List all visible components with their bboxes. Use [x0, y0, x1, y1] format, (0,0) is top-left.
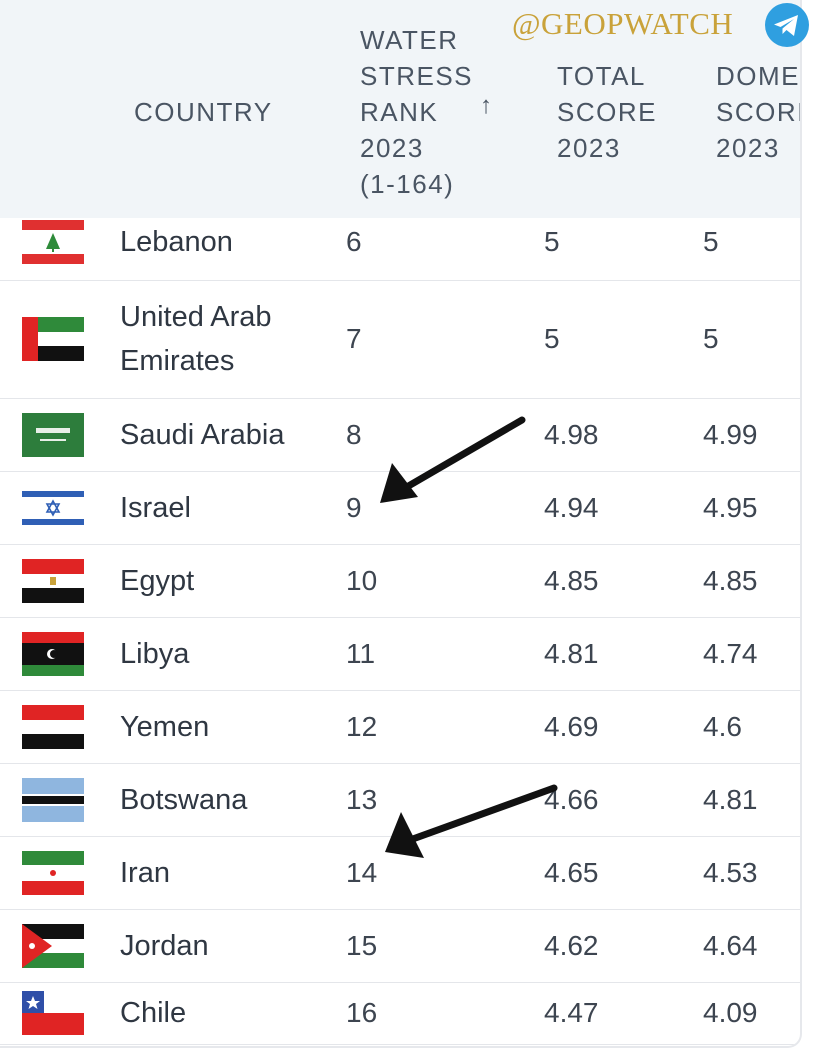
table-row[interactable]: Chile 16 4.47 4.09 — [0, 982, 800, 1045]
sort-ascending-icon[interactable]: ↑ — [480, 92, 492, 119]
country-name: Egypt — [120, 564, 195, 597]
table-row[interactable]: Botswana 13 4.66 4.81 — [0, 763, 800, 837]
flag-iran-icon — [22, 850, 84, 895]
country-name: Yemen — [120, 710, 210, 743]
domestic-score: 4.53 — [703, 856, 758, 888]
table-row[interactable]: Libya 11 4.81 4.74 — [0, 617, 800, 691]
water-stress-rank: 11 — [346, 637, 376, 669]
telegram-icon — [765, 3, 809, 47]
water-stress-rank: 15 — [346, 929, 378, 961]
country-name: Iran — [120, 856, 170, 889]
water-stress-rank: 12 — [346, 710, 378, 742]
table-row[interactable]: Israel 9 4.94 4.95 — [0, 471, 800, 545]
total-score: 4.81 — [544, 637, 599, 669]
domestic-score: 4.95 — [703, 491, 758, 523]
watermark-text: @GEOPWATCH — [512, 6, 734, 41]
country-name: Lebanon — [120, 226, 233, 258]
domestic-score: 5 — [703, 226, 719, 257]
ranking-table: COUNTRY WATER STRESS RANK 2023 (1-164) ↑… — [0, 0, 802, 1048]
total-score: 4.47 — [544, 997, 599, 1028]
domestic-score: 4.64 — [703, 929, 758, 961]
table-row[interactable]: Jordan 15 4.62 4.64 — [0, 909, 800, 983]
domestic-score: 4.85 — [703, 564, 758, 596]
flag-lebanon-icon — [22, 220, 84, 264]
column-header-country[interactable]: COUNTRY — [134, 97, 273, 127]
total-score: 5 — [544, 323, 560, 354]
table-header: COUNTRY WATER STRESS RANK 2023 (1-164) ↑… — [0, 0, 800, 218]
total-score: 4.85 — [544, 564, 599, 596]
water-stress-rank: 7 — [346, 323, 362, 354]
domestic-score: 4.74 — [703, 637, 758, 669]
flag-saudi-icon — [22, 412, 84, 457]
flag-botswana-icon — [22, 777, 84, 822]
total-score: 4.98 — [544, 418, 599, 450]
water-stress-rank: 14 — [346, 856, 378, 888]
country-name: Botswana — [120, 783, 248, 816]
water-stress-rank: 13 — [346, 783, 378, 815]
domestic-score: 4.81 — [703, 783, 758, 815]
country-name: Saudi Arabia — [120, 418, 285, 451]
domestic-score: 5 — [703, 323, 719, 354]
water-stress-rank: 16 — [346, 997, 378, 1028]
domestic-score: 4.6 — [703, 710, 742, 742]
water-stress-rank: 8 — [346, 418, 362, 450]
column-header-total-score[interactable]: TOTAL SCORE 2023 — [557, 61, 657, 163]
flag-egypt-icon — [22, 558, 84, 603]
country-name: Jordan — [120, 929, 209, 962]
table-row[interactable]: Yemen 12 4.69 4.6 — [0, 690, 800, 764]
total-score: 4.94 — [544, 491, 599, 523]
flag-jordan-icon — [22, 923, 84, 968]
total-score: 4.66 — [544, 783, 599, 815]
table-row[interactable]: Lebanon 6 5 5 — [0, 218, 800, 281]
flag-israel-icon — [22, 485, 84, 530]
country-name: United Arab Emirates — [120, 301, 272, 377]
table-row[interactable]: Saudi Arabia 8 4.98 4.99 — [0, 398, 800, 472]
total-score: 4.69 — [544, 710, 599, 742]
flag-uae-icon — [22, 317, 84, 361]
flag-libya-icon — [22, 631, 84, 676]
water-stress-rank: 9 — [346, 491, 362, 523]
table-row[interactable]: Iran 14 4.65 4.53 — [0, 836, 800, 910]
water-stress-rank: 10 — [346, 564, 378, 596]
total-score: 4.62 — [544, 929, 599, 961]
country-name: Chile — [120, 997, 187, 1029]
country-name: Israel — [120, 491, 191, 524]
country-name: Libya — [120, 637, 190, 670]
table-row[interactable]: Egypt 10 4.85 4.85 — [0, 544, 800, 618]
column-header-domestic-score[interactable]: DOME SCORI 2023 — [716, 61, 802, 163]
domestic-score: 4.09 — [703, 997, 758, 1028]
table-row[interactable]: United Arab Emirates 7 5 5 — [0, 280, 800, 399]
flag-chile-icon — [22, 991, 84, 1035]
total-score: 4.65 — [544, 856, 599, 888]
domestic-score: 4.99 — [703, 418, 758, 450]
column-header-water-stress-rank[interactable]: WATER STRESS RANK 2023 (1-164) — [360, 25, 474, 199]
water-stress-rank: 6 — [346, 226, 362, 257]
flag-yemen-icon — [22, 704, 84, 749]
total-score: 5 — [544, 226, 560, 257]
